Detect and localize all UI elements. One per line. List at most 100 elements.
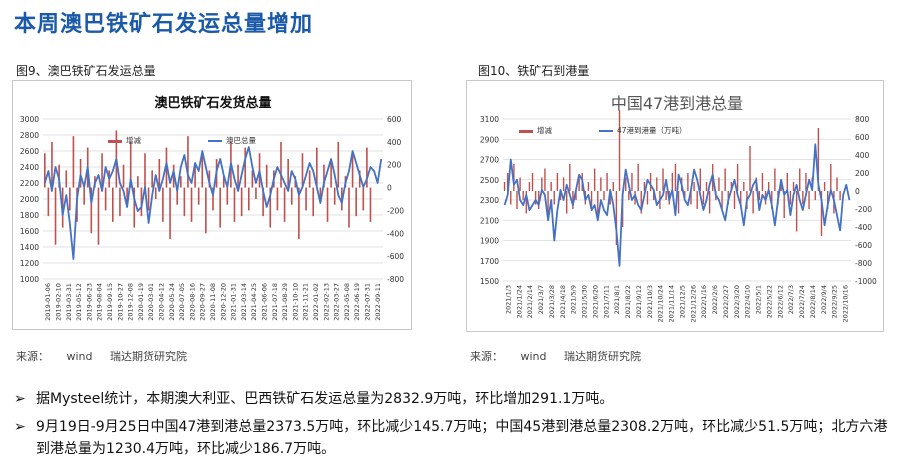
bar xyxy=(522,191,524,200)
y-right-tick-label: -400 xyxy=(387,229,404,238)
bar xyxy=(298,187,300,239)
y-right-tick-label: 200 xyxy=(387,161,402,170)
bar xyxy=(547,191,549,218)
bar xyxy=(625,177,627,191)
y-left-tick-label: 2000 xyxy=(20,195,39,204)
y-right-tick-label: 0 xyxy=(855,187,860,196)
x-tick-label: 2022/3/20 xyxy=(733,285,741,318)
bar xyxy=(544,168,546,191)
x-tick-label: 2022/1/16 xyxy=(700,285,708,318)
y-right-tick-label: 0 xyxy=(387,184,392,193)
x-tick-label: 2021/2/14 xyxy=(526,285,534,318)
y-right-tick-label: -1000 xyxy=(855,277,877,286)
x-tick-label: 2021-01-31 xyxy=(230,283,238,321)
x-tick-label: 2022/2/6 xyxy=(711,285,719,314)
x-tick-label: 2021/12/26 xyxy=(689,285,697,322)
x-tick-label: 2021-08-29 xyxy=(281,283,289,321)
bar xyxy=(212,187,214,211)
y-left-tick-label: 1800 xyxy=(20,211,39,220)
y-left-tick-label: 2500 xyxy=(480,176,499,185)
bar xyxy=(656,177,658,191)
bar xyxy=(65,170,68,188)
bar xyxy=(194,164,196,188)
bar xyxy=(330,159,332,188)
bar xyxy=(603,191,605,200)
legend-label: 增减 xyxy=(537,125,552,135)
bar xyxy=(187,136,189,188)
x-tick-label: 2022/6/12 xyxy=(776,285,784,318)
left-source: 来源： wind 瑞达期货研究院 xyxy=(16,348,201,364)
bar xyxy=(244,147,247,188)
bar xyxy=(104,187,107,211)
x-tick-label: 2021/4/18 xyxy=(559,285,567,318)
bar xyxy=(503,182,506,191)
x-tick-label: 2022/9/4 xyxy=(820,285,828,314)
bar xyxy=(808,191,810,209)
x-tick-label: 2021/8/22 xyxy=(624,285,632,318)
x-tick-label: 2019-09-15 xyxy=(106,283,114,321)
bar xyxy=(308,170,311,188)
y-left-tick-label: 2800 xyxy=(20,131,39,140)
bar xyxy=(158,159,161,188)
bar xyxy=(600,177,602,191)
x-tick-label: 2022-03-27 xyxy=(333,283,341,321)
bar xyxy=(222,176,225,188)
bar xyxy=(767,182,770,191)
x-tick-label: 2021/1/24 xyxy=(515,285,523,318)
bar xyxy=(649,173,652,191)
arrow-bullet-icon: ➢ xyxy=(14,419,26,435)
y-left-tick-label: 1900 xyxy=(480,237,499,246)
y-left-tick-label: 1400 xyxy=(20,243,39,252)
y-left-tick-label: 2300 xyxy=(480,196,499,205)
bar xyxy=(151,170,153,188)
bar xyxy=(739,191,742,205)
y-right-tick-label: -200 xyxy=(855,205,872,214)
x-tick-label: 2022/9/25 xyxy=(831,285,839,318)
legend-label: 47港到港量（万吨） xyxy=(617,125,687,135)
bar xyxy=(237,164,239,188)
bar xyxy=(590,191,593,209)
bar xyxy=(101,153,103,188)
bar xyxy=(839,191,841,200)
right-figure-caption: 图10、铁矿石到港量 xyxy=(478,64,590,78)
bar xyxy=(823,182,826,191)
bar xyxy=(606,173,608,191)
source-label: 来源： xyxy=(470,350,503,363)
bar xyxy=(233,187,236,222)
bar xyxy=(510,191,512,205)
bar xyxy=(836,177,838,191)
bullet-text: 9月19日-9月25日中国47港到港总量2373.5万吨，环比减少145.7万吨… xyxy=(36,419,888,457)
bar xyxy=(147,187,150,211)
bar xyxy=(262,187,264,217)
bar xyxy=(637,164,639,191)
bar xyxy=(54,187,57,245)
bar xyxy=(795,191,798,232)
chart-title: 中国47港到港总量 xyxy=(611,94,743,113)
y-right-tick-label: -600 xyxy=(855,241,872,250)
chart-title: 澳巴铁矿石发货总量 xyxy=(154,95,271,111)
x-tick-label: 2021-07-18 xyxy=(271,283,279,321)
x-tick-label: 2022-09-11 xyxy=(374,283,382,321)
bar xyxy=(154,187,157,199)
bar xyxy=(774,168,776,191)
bar xyxy=(758,191,761,200)
bar xyxy=(708,191,711,214)
bar xyxy=(562,177,565,191)
bar xyxy=(628,191,630,200)
bar xyxy=(183,187,186,217)
bar xyxy=(687,173,689,191)
y-right-tick-label: -400 xyxy=(855,223,872,232)
y-left-tick-label: 2100 xyxy=(480,216,499,225)
bar xyxy=(593,168,596,191)
x-tick-label: 2022-02-13 xyxy=(322,283,330,321)
bar xyxy=(730,182,733,191)
x-tick-label: 2020-04-12 xyxy=(158,283,166,321)
bar xyxy=(780,182,782,191)
bar xyxy=(534,191,537,205)
x-tick-label: 2019-08-04 xyxy=(96,283,104,321)
y-left-tick-label: 2400 xyxy=(20,163,39,172)
y-right-tick-label: 400 xyxy=(387,138,402,147)
bar xyxy=(699,168,702,191)
bar xyxy=(696,191,698,209)
bar xyxy=(705,182,708,191)
